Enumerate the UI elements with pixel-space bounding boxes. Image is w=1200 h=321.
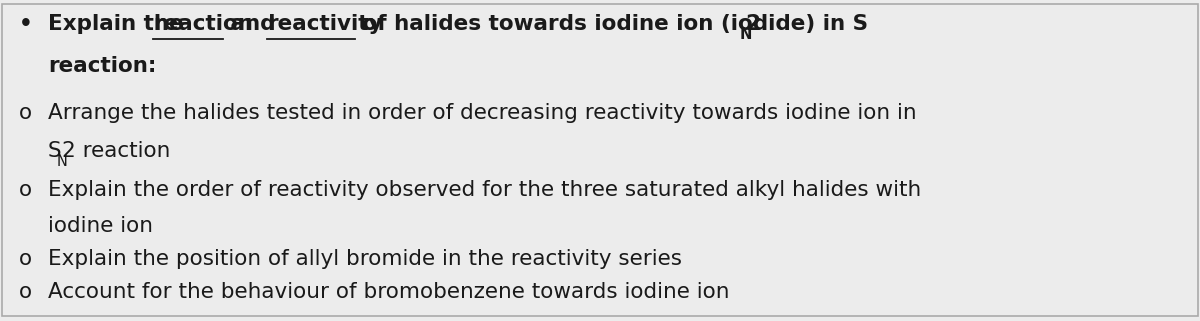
Text: Explain the position of allyl bromide in the reactivity series: Explain the position of allyl bromide in… [48,249,682,269]
Text: o: o [19,103,32,123]
Text: Explain the order of reactivity observed for the three saturated alkyl halides w: Explain the order of reactivity observed… [48,180,922,200]
Text: Account for the behaviour of bromobenzene towards iodine ion: Account for the behaviour of bromobenzen… [48,282,730,302]
Text: Arrange the halides tested in order of decreasing reactivity towards iodine ion : Arrange the halides tested in order of d… [48,103,917,123]
Text: 2 reaction: 2 reaction [62,141,170,161]
Text: iodine ion: iodine ion [48,216,154,236]
Text: and: and [223,14,283,34]
Text: reaction:: reaction: [48,56,156,76]
Text: S: S [48,141,61,161]
Text: of halides towards iodine ion (iodide) in S: of halides towards iodine ion (iodide) i… [355,14,868,34]
Text: •: • [19,14,32,34]
Text: o: o [19,282,32,302]
Text: N: N [56,154,67,169]
Text: reaction: reaction [154,14,253,34]
Text: o: o [19,249,32,269]
Text: o: o [19,180,32,200]
Text: reactivity: reactivity [266,14,383,34]
Text: Explain the: Explain the [48,14,191,34]
Text: N: N [740,28,752,42]
Text: 2: 2 [745,14,761,34]
